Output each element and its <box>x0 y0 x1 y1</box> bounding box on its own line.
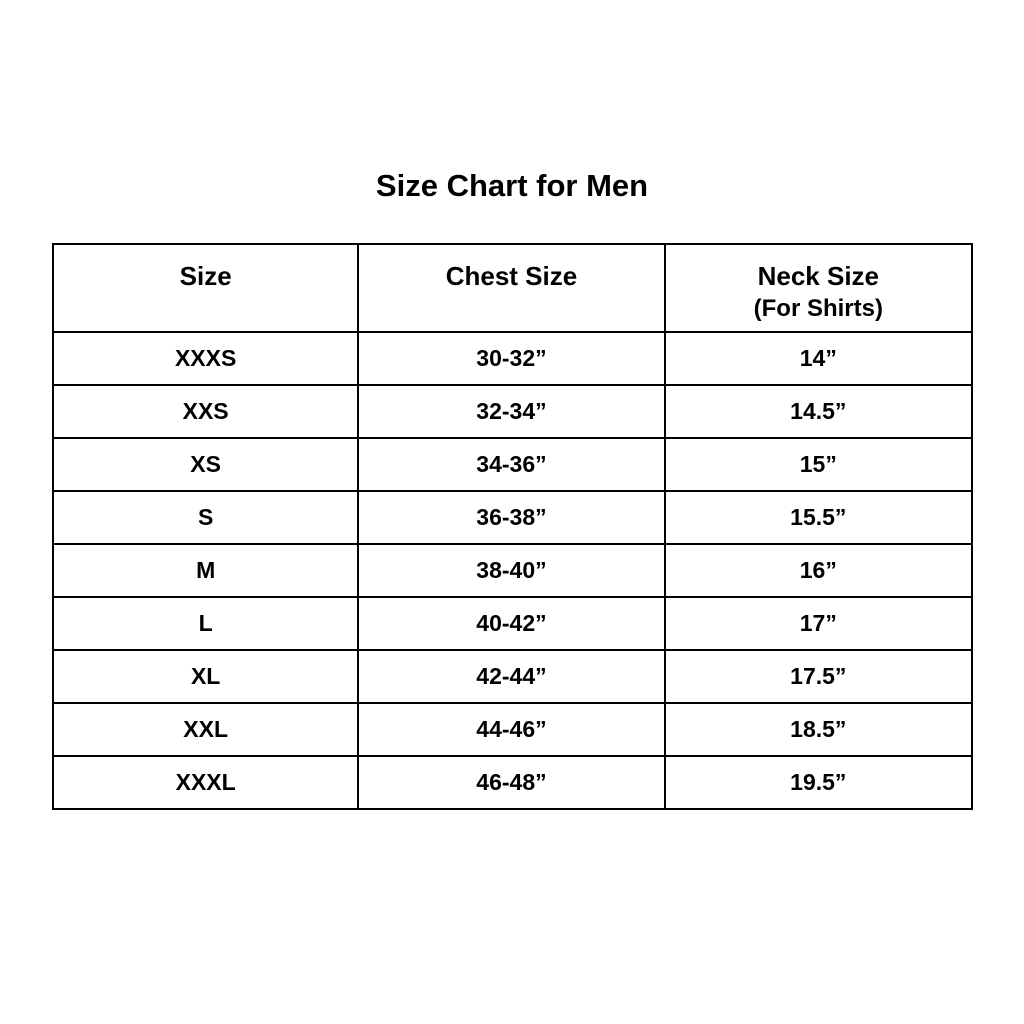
cell-chest-size: 42-44” <box>357 649 666 704</box>
cell-size: XXL <box>51 702 360 757</box>
cell-size: XXXL <box>51 755 360 810</box>
cell-chest-size: 40-42” <box>357 596 666 651</box>
header-label: Neck Size <box>757 261 880 291</box>
cell-neck-size: 17” <box>663 596 974 651</box>
cell-chest-size: 32-34” <box>357 384 666 439</box>
table-row: XS 34-36” 15” <box>51 437 974 492</box>
header-row: Size Chest Size Neck Size (For Shirts) <box>51 243 974 333</box>
page-title: Size Chart for Men <box>375 168 649 203</box>
size-chart-table: Size Chest Size Neck Size (For Shirts) XX… <box>51 243 974 810</box>
cell-neck-size: 14.5” <box>663 384 974 439</box>
cell-size: S <box>51 490 360 545</box>
cell-size: L <box>51 596 360 651</box>
table-row: S 36-38” 15.5” <box>51 490 974 545</box>
cell-size: XL <box>51 649 360 704</box>
table-row: M 38-40” 16” <box>51 543 974 598</box>
cell-chest-size: 34-36” <box>357 437 666 492</box>
cell-neck-size: 18.5” <box>663 702 974 757</box>
table-row: XXL 44-46” 18.5” <box>51 702 974 757</box>
cell-neck-size: 14” <box>663 331 974 386</box>
header-size: Size <box>51 243 360 333</box>
header-chest-size: Chest Size <box>357 243 666 333</box>
cell-size: M <box>51 543 360 598</box>
cell-neck-size: 17.5” <box>663 649 974 704</box>
table-row: L 40-42” 17” <box>51 596 974 651</box>
cell-size: XXXS <box>51 331 360 386</box>
cell-chest-size: 44-46” <box>357 702 666 757</box>
cell-neck-size: 16” <box>663 543 974 598</box>
cell-size: XS <box>51 437 360 492</box>
cell-size: XXS <box>51 384 360 439</box>
table-row: XXXL 46-48” 19.5” <box>51 755 974 810</box>
table-row: XXS 32-34” 14.5” <box>51 384 974 439</box>
table-row: XL 42-44” 17.5” <box>51 649 974 704</box>
header-sublabel: (For Shirts) <box>753 295 883 322</box>
cell-chest-size: 46-48” <box>357 755 666 810</box>
cell-chest-size: 36-38” <box>357 490 666 545</box>
header-label: Size <box>179 261 232 291</box>
cell-neck-size: 15.5” <box>663 490 974 545</box>
header-neck-size: Neck Size (For Shirts) <box>663 243 974 333</box>
header-label: Chest Size <box>445 261 578 291</box>
cell-chest-size: 30-32” <box>357 331 666 386</box>
cell-chest-size: 38-40” <box>357 543 666 598</box>
table-row: XXXS 30-32” 14” <box>51 331 974 386</box>
cell-neck-size: 15” <box>663 437 974 492</box>
cell-neck-size: 19.5” <box>663 755 974 810</box>
